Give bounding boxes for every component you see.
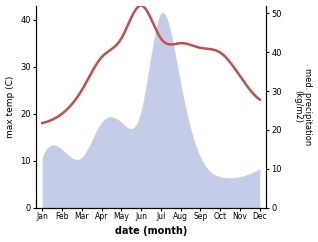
Y-axis label: max temp (C): max temp (C) <box>5 76 15 138</box>
X-axis label: date (month): date (month) <box>115 227 187 236</box>
Y-axis label: med. precipitation
(kg/m2): med. precipitation (kg/m2) <box>293 68 313 145</box>
